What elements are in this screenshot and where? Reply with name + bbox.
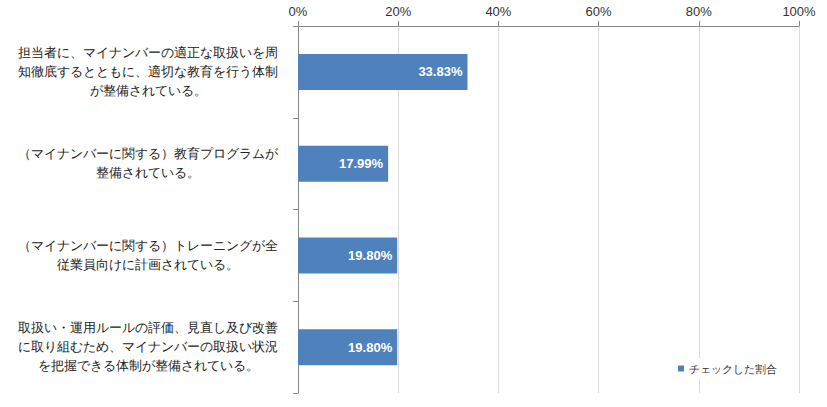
svg-text:17.99%: 17.99%: [339, 156, 384, 171]
svg-text:担当者に、マイナンバーの適正な取扱いを周: 担当者に、マイナンバーの適正な取扱いを周: [18, 45, 278, 60]
svg-text:20%: 20%: [385, 4, 411, 19]
svg-text:（マイナンバーに関する）教育プログラムが: （マイナンバーに関する）教育プログラムが: [18, 146, 279, 161]
svg-text:33.83%: 33.83%: [418, 64, 463, 79]
svg-text:19.80%: 19.80%: [348, 340, 393, 355]
svg-text:に取り組むため、マイナンバーの取扱い状況: に取り組むため、マイナンバーの取扱い状況: [18, 340, 278, 354]
svg-text:40%: 40%: [485, 4, 511, 19]
svg-text:0%: 0%: [289, 4, 308, 19]
svg-text:が整備されている。: が整備されている。: [90, 84, 207, 98]
svg-text:100%: 100%: [782, 4, 816, 19]
svg-text:従業員向けに計画されている。: 従業員向けに計画されている。: [57, 258, 239, 272]
svg-text:知徹底するとともに、適切な教育を行う体制: 知徹底するとともに、適切な教育を行う体制: [18, 64, 278, 79]
svg-text:19.80%: 19.80%: [348, 248, 393, 263]
svg-text:60%: 60%: [586, 4, 612, 19]
svg-text:取扱い・運用ルールの評価、見直し及び改善: 取扱い・運用ルールの評価、見直し及び改善: [18, 320, 278, 335]
svg-text:80%: 80%: [686, 4, 712, 19]
svg-text:整備されている。: 整備されている。: [96, 166, 200, 180]
svg-text:チェックした割合: チェックした割合: [689, 363, 777, 375]
svg-text:を把握できる体制が整備されている。: を把握できる体制が整備されている。: [38, 359, 259, 373]
svg-text:（マイナンバーに関する）トレーニングが全: （マイナンバーに関する）トレーニングが全: [18, 239, 278, 253]
